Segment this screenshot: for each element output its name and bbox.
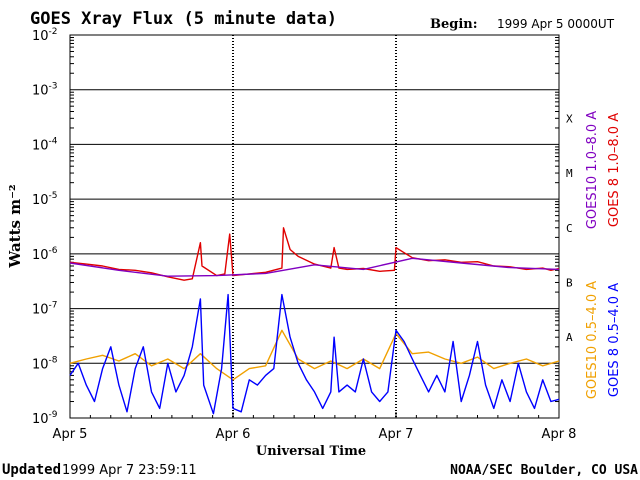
legend-entry: GOES10 0.5–4.0 A xyxy=(585,281,600,399)
series-line xyxy=(69,227,560,281)
legend-entry: GOES 8 0.5–4.0 A xyxy=(607,283,622,397)
series-line xyxy=(69,293,560,415)
y-axis-label: Watts m⁻² xyxy=(6,184,24,268)
series-line xyxy=(69,329,560,381)
y-tick-label: 10-4 xyxy=(32,136,58,153)
y-tick-labels: 10-2 10-3 10-4 10-5 10-6 10-7 10-8 10-9 xyxy=(32,27,58,427)
legend: GOES10 1.0–8.0 A GOES 8 1.0–8.0 A GOES10 0… xyxy=(585,111,622,399)
series-line xyxy=(69,257,560,277)
series-lines xyxy=(69,227,560,415)
flare-class-label: M xyxy=(566,167,573,180)
grid-lines xyxy=(70,37,559,403)
begin-label: Begin: xyxy=(430,17,478,32)
updated-value: 1999 Apr 7 23:59:11 xyxy=(62,463,197,478)
y-tick-label: 10-3 xyxy=(32,82,58,99)
flare-class-labels: X M C B A xyxy=(566,112,573,344)
begin-value: 1999 Apr 5 0000UT xyxy=(497,17,615,31)
y-tick-label: 10-9 xyxy=(32,410,58,427)
y-tick-label: 10-6 xyxy=(32,246,58,263)
flare-class-label: X xyxy=(566,112,573,125)
x-tick-label: Apr 8 xyxy=(542,427,577,442)
flare-class-label: C xyxy=(566,222,573,235)
x-tick-labels: Apr 5 Apr 6 Apr 7 Apr 8 xyxy=(53,427,577,442)
day-separator-lines xyxy=(69,35,560,418)
x-tick-label: Apr 6 xyxy=(216,427,251,442)
updated-label: Updated xyxy=(2,462,61,478)
x-tick-label: Apr 5 xyxy=(53,427,88,442)
legend-entry: GOES10 1.0–8.0 A xyxy=(585,111,600,229)
x-axis-label: Universal Time xyxy=(256,444,366,459)
y-tick-label: 10-5 xyxy=(32,191,58,208)
credit-text: NOAA/SEC Boulder, CO USA xyxy=(450,463,638,478)
chart-title: GOES Xray Flux (5 minute data) xyxy=(30,9,337,29)
legend-entry: GOES 8 1.0–8.0 A xyxy=(607,113,622,227)
flare-class-label: B xyxy=(566,276,573,289)
y-tick-label: 10-8 xyxy=(32,355,58,372)
y-tick-label: 10-7 xyxy=(32,301,58,318)
flare-class-label: A xyxy=(566,331,573,344)
y-tick-label: 10-2 xyxy=(32,27,58,44)
x-tick-label: Apr 7 xyxy=(379,427,414,442)
